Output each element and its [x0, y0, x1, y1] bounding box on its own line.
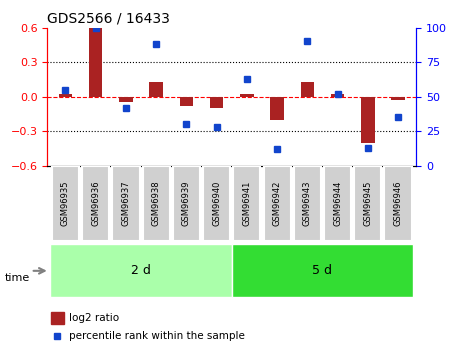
- Bar: [361, 97, 375, 142]
- FancyBboxPatch shape: [354, 166, 381, 241]
- Text: percentile rank within the sample: percentile rank within the sample: [70, 332, 245, 341]
- Text: GSM96944: GSM96944: [333, 181, 342, 226]
- Bar: [300, 82, 314, 97]
- FancyBboxPatch shape: [263, 166, 291, 241]
- FancyBboxPatch shape: [52, 166, 79, 241]
- FancyBboxPatch shape: [294, 166, 321, 241]
- FancyBboxPatch shape: [233, 166, 261, 241]
- FancyBboxPatch shape: [385, 166, 412, 241]
- Bar: [149, 82, 163, 97]
- Bar: [59, 94, 72, 97]
- Text: log2 ratio: log2 ratio: [70, 314, 120, 323]
- FancyBboxPatch shape: [232, 244, 413, 297]
- Bar: [391, 97, 405, 100]
- Text: GSM96940: GSM96940: [212, 181, 221, 226]
- Text: GSM96936: GSM96936: [91, 181, 100, 226]
- Text: time: time: [5, 273, 30, 283]
- Text: GSM96942: GSM96942: [272, 181, 281, 226]
- FancyBboxPatch shape: [50, 244, 232, 297]
- Text: 2 d: 2 d: [131, 264, 151, 277]
- Bar: [119, 97, 133, 102]
- FancyBboxPatch shape: [142, 166, 170, 241]
- Bar: [89, 28, 103, 97]
- Text: GSM96946: GSM96946: [394, 181, 403, 226]
- FancyBboxPatch shape: [203, 166, 230, 241]
- Text: GDS2566 / 16433: GDS2566 / 16433: [47, 11, 170, 25]
- FancyBboxPatch shape: [82, 166, 109, 241]
- Bar: [51, 312, 64, 324]
- Text: GSM96945: GSM96945: [363, 181, 372, 226]
- FancyBboxPatch shape: [324, 166, 351, 241]
- Bar: [180, 97, 193, 106]
- Bar: [271, 97, 284, 120]
- Text: GSM96937: GSM96937: [122, 181, 131, 226]
- FancyBboxPatch shape: [173, 166, 200, 241]
- FancyBboxPatch shape: [112, 166, 140, 241]
- Bar: [331, 94, 344, 97]
- Text: GSM96935: GSM96935: [61, 181, 70, 226]
- Text: GSM96938: GSM96938: [152, 181, 161, 226]
- Bar: [210, 97, 223, 108]
- Bar: [240, 94, 254, 97]
- Text: GSM96941: GSM96941: [242, 181, 251, 226]
- Text: GSM96943: GSM96943: [303, 181, 312, 226]
- Text: 5 d: 5 d: [313, 264, 333, 277]
- Text: GSM96939: GSM96939: [182, 181, 191, 226]
